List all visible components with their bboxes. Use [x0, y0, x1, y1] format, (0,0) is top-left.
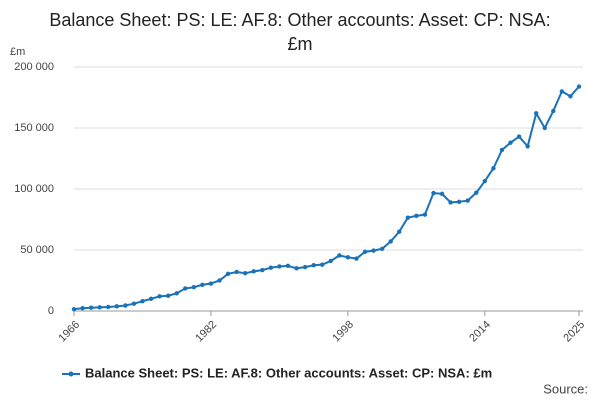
point [388, 239, 393, 244]
point [465, 198, 470, 203]
point [234, 269, 239, 275]
legend-dot [68, 371, 74, 377]
x-tick-label: 2025 [561, 319, 587, 345]
y-unit: £m [10, 46, 25, 58]
point [225, 271, 231, 276]
point [439, 191, 445, 197]
y-tick-label: 0 [48, 305, 54, 317]
point [525, 144, 530, 149]
point [354, 256, 359, 261]
point [431, 190, 436, 196]
point [88, 305, 94, 310]
point [559, 89, 565, 94]
point [260, 267, 265, 273]
point [491, 166, 496, 171]
point [371, 248, 376, 253]
point [362, 249, 368, 255]
point [140, 299, 145, 304]
point [499, 147, 505, 153]
point [294, 266, 299, 271]
point [568, 94, 573, 99]
x-tick-label: 1982 [193, 319, 219, 345]
point [482, 178, 488, 184]
point [148, 296, 154, 301]
y-tick-label: 200 000 [14, 61, 54, 73]
point [448, 200, 453, 205]
point [131, 301, 137, 306]
point [534, 111, 539, 116]
series-line [73, 85, 580, 311]
point [97, 305, 102, 310]
point [516, 134, 522, 139]
point [474, 190, 479, 195]
point [285, 263, 291, 269]
point [345, 255, 351, 260]
point [165, 293, 171, 298]
point [191, 285, 197, 290]
point [379, 246, 385, 251]
point [302, 264, 308, 270]
point [320, 262, 325, 267]
point [328, 258, 333, 264]
point [106, 304, 111, 310]
point [71, 306, 77, 312]
point [268, 265, 274, 270]
point [405, 215, 411, 220]
x-tick-label: 1998 [330, 319, 356, 345]
point [217, 278, 222, 283]
point [456, 199, 462, 205]
point [311, 263, 316, 268]
point [277, 264, 282, 269]
point [551, 108, 556, 114]
point [183, 286, 188, 291]
point [251, 269, 256, 274]
x-tick-label: 2014 [467, 319, 493, 345]
point [200, 282, 205, 287]
point [397, 229, 402, 234]
point [80, 305, 85, 311]
y-tick-label: 100 000 [14, 183, 54, 195]
point [123, 303, 128, 308]
point [508, 140, 513, 145]
point [208, 281, 214, 286]
legend-label: Balance Sheet: PS: LE: AF.8: Other accou… [85, 365, 492, 380]
point [174, 291, 179, 296]
y-tick-label: 50 000 [20, 244, 54, 256]
point [422, 212, 428, 217]
point [242, 270, 248, 276]
point [414, 213, 419, 219]
point [337, 253, 342, 258]
source: Source: [543, 381, 588, 396]
x-tick-label: 1966 [56, 319, 82, 345]
point [114, 304, 119, 309]
y-tick-label: 150 000 [14, 122, 54, 134]
point [542, 125, 547, 131]
point [157, 294, 162, 299]
chart-title: Balance Sheet: PS: LE: AF.8: Other accou… [49, 10, 551, 54]
point [576, 84, 582, 89]
